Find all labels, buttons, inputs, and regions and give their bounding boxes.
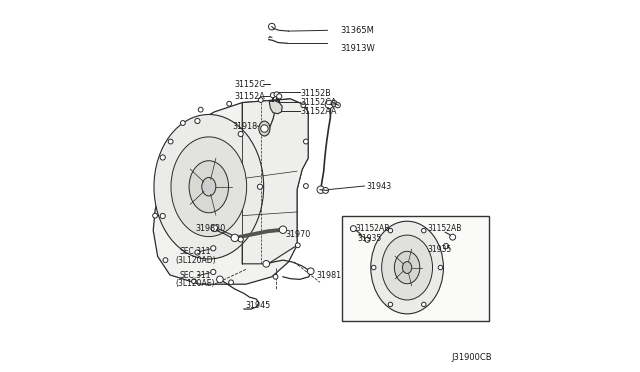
Text: 31935: 31935 — [428, 244, 452, 253]
Polygon shape — [242, 99, 308, 264]
Text: SEC.311: SEC.311 — [179, 247, 211, 256]
Circle shape — [263, 260, 269, 267]
Text: 31152C: 31152C — [234, 80, 265, 89]
Text: 31913W: 31913W — [340, 44, 375, 52]
Text: 31152AB: 31152AB — [428, 224, 462, 234]
Ellipse shape — [403, 262, 412, 273]
Polygon shape — [269, 101, 282, 114]
Circle shape — [317, 186, 324, 193]
Circle shape — [211, 269, 216, 275]
Circle shape — [195, 118, 200, 124]
Circle shape — [335, 103, 340, 108]
Circle shape — [211, 246, 216, 251]
Circle shape — [270, 93, 276, 98]
Text: 319820: 319820 — [195, 224, 225, 233]
Ellipse shape — [381, 235, 433, 300]
Circle shape — [273, 275, 278, 279]
Circle shape — [388, 228, 392, 233]
Text: (3L120AD): (3L120AD) — [175, 256, 216, 264]
Circle shape — [350, 226, 356, 232]
Text: 31918: 31918 — [233, 122, 258, 131]
Circle shape — [438, 265, 443, 270]
Text: 31152AB: 31152AB — [355, 224, 390, 234]
Circle shape — [228, 280, 234, 285]
Polygon shape — [153, 99, 308, 284]
Circle shape — [260, 125, 268, 132]
Ellipse shape — [202, 177, 216, 196]
Text: (3L120AE): (3L120AE) — [175, 279, 215, 288]
Circle shape — [331, 100, 337, 106]
Circle shape — [168, 139, 173, 144]
Circle shape — [238, 237, 243, 242]
Bar — [342, 216, 488, 321]
Circle shape — [450, 234, 456, 240]
Text: 31945: 31945 — [245, 301, 270, 310]
Ellipse shape — [394, 251, 420, 284]
Circle shape — [274, 92, 279, 97]
Ellipse shape — [371, 221, 444, 314]
Circle shape — [231, 234, 239, 241]
Ellipse shape — [171, 137, 246, 237]
Circle shape — [257, 184, 262, 189]
Ellipse shape — [154, 115, 264, 259]
Circle shape — [153, 213, 157, 218]
Circle shape — [371, 265, 376, 270]
Circle shape — [303, 184, 308, 188]
Text: 31935: 31935 — [357, 234, 381, 243]
Circle shape — [160, 155, 165, 160]
Circle shape — [269, 23, 275, 30]
Circle shape — [307, 268, 314, 275]
Ellipse shape — [189, 161, 228, 213]
Text: 31152B: 31152B — [301, 89, 332, 98]
Text: 31152CA: 31152CA — [301, 98, 337, 107]
Circle shape — [422, 228, 426, 233]
Text: J31900CB: J31900CB — [452, 353, 492, 362]
Text: 31943: 31943 — [366, 182, 392, 190]
Circle shape — [238, 131, 243, 137]
Text: 31152AA: 31152AA — [301, 108, 337, 116]
Circle shape — [301, 103, 306, 108]
Circle shape — [365, 237, 370, 242]
Text: 31981: 31981 — [316, 271, 341, 280]
Text: SEC.311: SEC.311 — [179, 271, 211, 280]
Circle shape — [227, 101, 232, 106]
Circle shape — [295, 243, 300, 248]
Circle shape — [323, 187, 328, 193]
Circle shape — [216, 276, 223, 283]
Circle shape — [259, 97, 263, 102]
Circle shape — [211, 225, 218, 232]
Circle shape — [325, 100, 333, 109]
Circle shape — [163, 258, 168, 263]
Ellipse shape — [259, 121, 270, 136]
Circle shape — [444, 243, 449, 248]
Text: 31970: 31970 — [286, 230, 311, 240]
Circle shape — [276, 94, 282, 99]
Text: 31365M: 31365M — [340, 26, 374, 35]
Circle shape — [160, 214, 165, 219]
Text: 31152A: 31152A — [234, 92, 265, 101]
Circle shape — [388, 302, 392, 307]
Circle shape — [191, 279, 196, 284]
Circle shape — [422, 302, 426, 307]
Circle shape — [195, 250, 200, 255]
Circle shape — [180, 121, 186, 125]
Circle shape — [303, 139, 308, 144]
Circle shape — [198, 107, 203, 112]
Circle shape — [279, 226, 287, 234]
